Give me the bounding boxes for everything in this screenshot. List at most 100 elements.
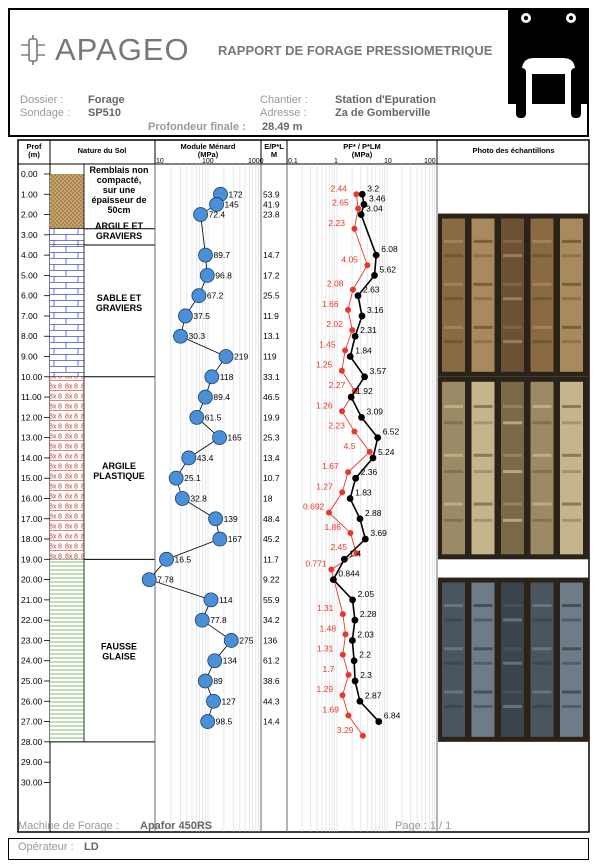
ratio-value: 45.2 bbox=[263, 534, 280, 544]
pf-value: 2.45 bbox=[330, 542, 347, 552]
core-texture bbox=[503, 503, 522, 506]
ratio-value: 14.7 bbox=[263, 250, 280, 260]
pl-point bbox=[351, 617, 358, 624]
em-value: 127 bbox=[222, 696, 236, 706]
core-texture bbox=[474, 454, 493, 457]
pl-value: 6.84 bbox=[384, 711, 401, 721]
depth-label: 4.00 bbox=[21, 250, 38, 260]
depth-label: 10.00 bbox=[21, 372, 43, 382]
core-texture bbox=[474, 662, 493, 665]
pf-value: 1.31 bbox=[317, 603, 334, 613]
core-texture bbox=[533, 454, 552, 457]
ratio-value: 41.9 bbox=[263, 199, 280, 209]
core-texture bbox=[503, 604, 522, 607]
core-texture bbox=[503, 633, 522, 636]
ratio-value: 25.3 bbox=[263, 433, 280, 443]
core-texture bbox=[474, 354, 493, 357]
core-texture bbox=[474, 691, 493, 694]
pl-point bbox=[352, 475, 359, 482]
pl-value: 0.844 bbox=[338, 569, 360, 579]
core-texture bbox=[474, 590, 493, 593]
core-texture bbox=[562, 535, 581, 538]
pl-point bbox=[347, 353, 354, 360]
em-value: 72.4 bbox=[209, 210, 226, 220]
pf-value: 1.31 bbox=[317, 644, 334, 654]
core-texture bbox=[533, 647, 552, 650]
ratio-value: 23.8 bbox=[263, 210, 280, 220]
core-texture bbox=[444, 354, 463, 357]
depth-label: 21.00 bbox=[21, 595, 43, 605]
core-texture bbox=[474, 240, 493, 243]
core-texture bbox=[503, 676, 522, 679]
em-point bbox=[192, 289, 206, 303]
core-texture bbox=[474, 421, 493, 424]
core-texture bbox=[474, 438, 493, 441]
pf-value: 4.05 bbox=[341, 254, 358, 264]
pl-value: 2.31 bbox=[360, 325, 377, 335]
pf-point bbox=[364, 262, 370, 268]
pf-point bbox=[351, 429, 357, 435]
ratio-value: 18 bbox=[263, 493, 273, 503]
pf-point bbox=[340, 611, 346, 617]
pf-value: 1.45 bbox=[319, 339, 336, 349]
layer-label-4: FAUSSE GLAISE bbox=[101, 642, 137, 662]
core-texture bbox=[503, 326, 522, 329]
core-texture bbox=[444, 633, 463, 636]
em-point bbox=[175, 491, 189, 505]
pl-point bbox=[373, 252, 380, 259]
depth-label: 20.00 bbox=[21, 575, 43, 585]
pl-point bbox=[349, 596, 356, 603]
depth-label: 14.00 bbox=[21, 453, 43, 463]
em-point bbox=[201, 715, 215, 729]
em-point bbox=[160, 552, 174, 566]
em-point bbox=[207, 694, 221, 708]
em-value: 96.8 bbox=[215, 270, 232, 280]
em-point bbox=[195, 613, 209, 627]
pl-value: 2.63 bbox=[363, 285, 380, 295]
core-texture bbox=[444, 297, 463, 300]
ratio-value: 13.4 bbox=[263, 453, 280, 463]
em-point bbox=[213, 431, 227, 445]
depth-label: 26.00 bbox=[21, 696, 43, 706]
core-texture bbox=[533, 254, 552, 257]
depth-label: 29.00 bbox=[21, 757, 43, 767]
layer-label-0: Remblais non compacté, sur une épaisseur de… bbox=[89, 165, 148, 215]
layer-label-3: ARGILE PLASTIQUE bbox=[93, 461, 145, 481]
em-value: 145 bbox=[225, 199, 239, 209]
pf-value: 1.48 bbox=[320, 623, 337, 633]
em-value: 89.7 bbox=[213, 250, 230, 260]
depth-label: 11.00 bbox=[21, 392, 42, 402]
depth-label: 30.00 bbox=[21, 777, 43, 787]
core-texture bbox=[503, 618, 522, 621]
pf-value: 1.69 bbox=[322, 704, 339, 714]
em-value: 89.4 bbox=[213, 392, 230, 402]
depth-label: 15.00 bbox=[21, 473, 43, 483]
core-texture bbox=[474, 326, 493, 329]
core-texture bbox=[533, 311, 552, 314]
core-texture bbox=[474, 297, 493, 300]
core-texture bbox=[503, 470, 522, 473]
em-point bbox=[213, 532, 227, 546]
em-point bbox=[190, 410, 204, 424]
pl-value: 2.28 bbox=[360, 609, 377, 619]
core-texture bbox=[562, 691, 581, 694]
em-point bbox=[142, 573, 156, 587]
pl-value: 2.3 bbox=[360, 670, 372, 680]
pl-point bbox=[359, 313, 366, 320]
em-value: 114 bbox=[219, 595, 233, 605]
core-texture bbox=[562, 454, 581, 457]
pf-value: 1.66 bbox=[322, 299, 339, 309]
core-texture bbox=[503, 283, 522, 286]
core-texture bbox=[474, 633, 493, 636]
depth-label: 19.00 bbox=[21, 554, 43, 564]
core-texture bbox=[533, 240, 552, 243]
core-texture bbox=[444, 486, 463, 489]
core-texture bbox=[503, 269, 522, 272]
core-texture bbox=[444, 519, 463, 522]
core-texture bbox=[503, 389, 522, 392]
core-texture bbox=[503, 405, 522, 408]
em-value: 139 bbox=[224, 514, 238, 524]
em-point bbox=[178, 309, 192, 323]
core-texture bbox=[474, 604, 493, 607]
pf-point bbox=[360, 733, 366, 739]
